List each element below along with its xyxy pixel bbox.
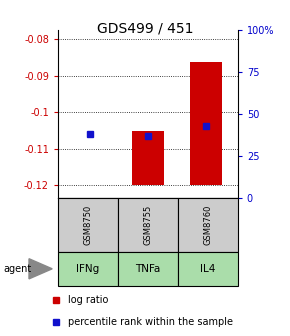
Polygon shape — [29, 259, 52, 279]
Bar — [132, 131, 164, 185]
Bar — [58, 252, 118, 286]
Text: GDS499 / 451: GDS499 / 451 — [97, 22, 193, 36]
Bar — [118, 198, 178, 252]
Bar — [58, 198, 118, 252]
Bar — [178, 198, 238, 252]
Text: IL4: IL4 — [200, 264, 215, 274]
Text: log ratio: log ratio — [68, 295, 108, 305]
Text: GSM8755: GSM8755 — [143, 205, 153, 245]
Text: TNFa: TNFa — [135, 264, 161, 274]
Text: IFNg: IFNg — [76, 264, 99, 274]
Bar — [178, 252, 238, 286]
Text: GSM8750: GSM8750 — [84, 205, 93, 245]
Text: agent: agent — [3, 264, 31, 274]
Bar — [118, 252, 178, 286]
Text: percentile rank within the sample: percentile rank within the sample — [68, 317, 233, 327]
Bar — [190, 62, 222, 185]
Text: GSM8760: GSM8760 — [203, 205, 212, 245]
